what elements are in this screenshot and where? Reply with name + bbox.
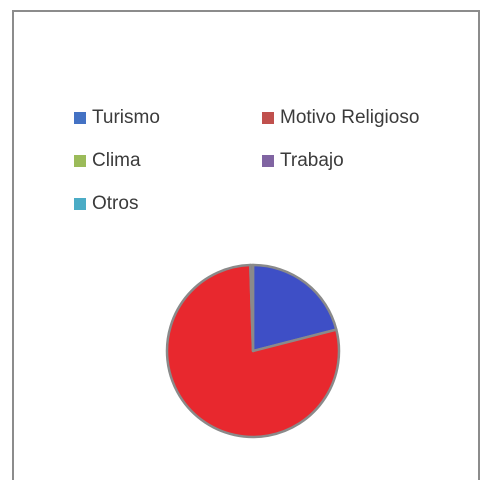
- legend-label-clima: Clima: [92, 150, 141, 171]
- legend-item-turismo: Turismo: [74, 107, 160, 129]
- legend-item-trabajo: Trabajo: [262, 150, 344, 172]
- legend-label-trabajo: Trabajo: [280, 150, 344, 171]
- legend-item-motivo-religioso: Motivo Religioso: [262, 107, 419, 129]
- legend-label-turismo: Turismo: [92, 107, 160, 128]
- legend-swatch-clima: [74, 155, 86, 167]
- legend-item-otros: Otros: [74, 193, 138, 215]
- legend-item-clima: Clima: [74, 150, 141, 172]
- pie-slice-trabajo: [249, 263, 255, 353]
- pie-slice-turismo: [251, 263, 338, 353]
- legend-label-motivo-religioso: Motivo Religioso: [280, 107, 420, 128]
- legend-swatch-otros: [74, 198, 86, 210]
- legend-swatch-motivo-religioso: [262, 112, 274, 124]
- legend-swatch-turismo: [74, 112, 86, 124]
- legend-label-otros: Otros: [92, 193, 139, 214]
- legend-swatch-trabajo: [262, 155, 274, 167]
